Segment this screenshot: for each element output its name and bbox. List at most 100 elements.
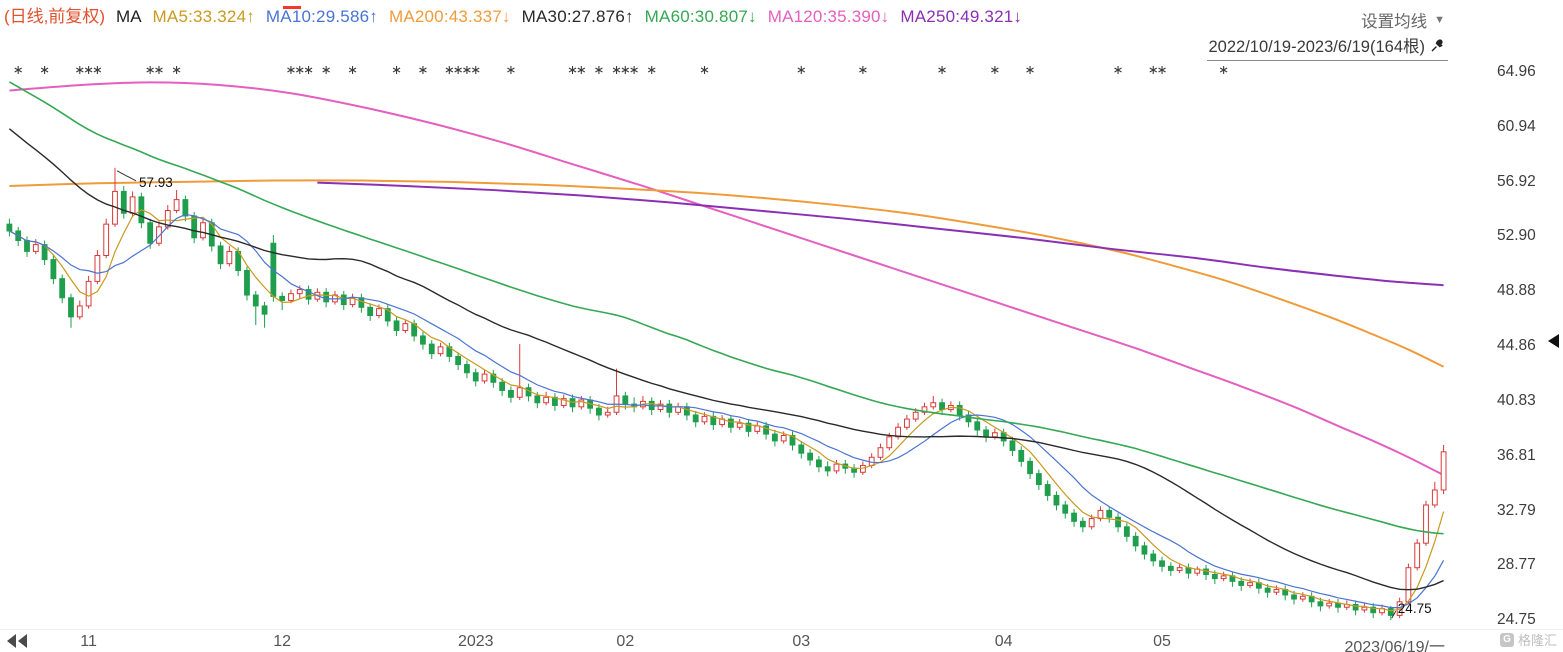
candle-body: [191, 215, 198, 239]
candle-body: [464, 364, 470, 374]
watermark: G 格隆汇: [1499, 630, 1557, 649]
ma-readout: MA250:49.321↓: [900, 7, 1023, 26]
candle-body: [1273, 589, 1280, 593]
candle-body: [1370, 606, 1377, 614]
event-marker-icon: [155, 66, 163, 74]
event-marker-icon: [14, 66, 22, 74]
candle-body: [763, 425, 769, 435]
date-range-button[interactable]: 2022/10/19-2023/6/19(164根): [1206, 33, 1448, 61]
candle-body: [877, 447, 884, 458]
candle-body: [657, 403, 664, 411]
candle-body: [1264, 587, 1271, 593]
candle-body: [1106, 509, 1113, 518]
scale-handle-icon[interactable]: [1548, 334, 1559, 348]
event-marker-icon: [304, 66, 313, 74]
candle-body: [288, 293, 294, 301]
candle-body: [1132, 535, 1139, 547]
candle-body: [1167, 565, 1174, 571]
price-axis-label: 44.86: [1497, 337, 1536, 355]
event-marker-icon: [146, 66, 154, 74]
candle-body: [1247, 582, 1253, 586]
candle-body: [1211, 574, 1218, 580]
candle-body: [508, 389, 514, 398]
candle-body: [666, 403, 673, 413]
candle-body: [296, 289, 303, 295]
candle-body: [41, 244, 48, 261]
candle-body: [560, 398, 567, 406]
ma-line-ma120: [9, 81, 1445, 477]
annotation-leader: [1391, 610, 1397, 619]
candle-body: [261, 305, 268, 315]
pushpin-icon: [1431, 39, 1443, 52]
ma-line-ma60: [9, 81, 1444, 535]
event-marker-icon: [621, 66, 630, 74]
annotation-label: 24.75: [1398, 601, 1432, 616]
candle-body: [604, 411, 611, 416]
candle-body: [120, 190, 127, 214]
candle-body: [103, 223, 110, 257]
candle-body: [393, 320, 400, 331]
candle-body: [1071, 512, 1077, 522]
candle-body: [1044, 484, 1051, 496]
candle-body: [217, 245, 224, 265]
candle-body: [543, 396, 550, 404]
skip-to-start-button[interactable]: [5, 633, 29, 649]
event-marker-icon: [797, 66, 806, 74]
event-marker-icon: [40, 66, 49, 74]
candle-body: [244, 269, 250, 296]
time-axis-label: 03: [792, 633, 811, 650]
event-marker-icon: [322, 66, 330, 74]
price-axis-label: 40.83: [1497, 391, 1536, 409]
candle-body: [455, 355, 462, 366]
chevron-down-icon: ▼: [1434, 14, 1445, 26]
candle-body: [939, 402, 945, 411]
candle-body: [358, 297, 365, 308]
red-marker: [283, 6, 301, 9]
ma-readout: MA30:27.876↑: [521, 7, 634, 26]
event-marker-icon: [1026, 66, 1034, 74]
candle-body: [1176, 567, 1183, 571]
event-marker-icon: [577, 66, 586, 74]
candle-body: [912, 411, 919, 420]
candle-body: [1079, 520, 1086, 528]
event-marker-icon: [1158, 66, 1166, 74]
candle-body: [182, 199, 189, 217]
candle-body: [983, 429, 989, 438]
event-marker-icon: [471, 66, 480, 74]
event-marker-icon: [1114, 66, 1122, 74]
candle-body: [956, 404, 963, 416]
time-axis-label: 11: [80, 633, 97, 650]
candle-body: [798, 444, 805, 454]
price-axis-label: 48.88: [1497, 282, 1536, 300]
candle-body: [1027, 460, 1033, 475]
candle-body: [252, 294, 259, 307]
candle-body: [428, 343, 435, 355]
candle-body: [903, 418, 910, 428]
candle-body: [59, 278, 66, 299]
candle-body: [1352, 604, 1359, 611]
candle-body: [323, 291, 330, 303]
candle-body: [701, 415, 708, 423]
price-axis-label: 24.75: [1497, 611, 1536, 629]
candle-body: [305, 289, 312, 300]
header-bar: (日线,前复权) MA MA5:33.324↑ MA10:29.586↑ MA200…: [4, 5, 1022, 29]
event-marker-icon: [630, 66, 638, 74]
ma-readout: MA200:43.337↓: [388, 7, 511, 26]
event-marker-icon: [463, 66, 471, 74]
candle-body: [886, 436, 893, 449]
candle-body: [376, 308, 382, 316]
time-axis-label: 05: [1153, 633, 1171, 650]
candle-body: [384, 308, 391, 322]
candle-body: [1150, 553, 1157, 562]
event-marker-icon: [287, 66, 295, 74]
ma-settings-button[interactable]: 设置均线 ▼: [1361, 8, 1445, 32]
candle-body: [1115, 516, 1121, 528]
candle-body: [1009, 440, 1016, 451]
ma-line-ma5: [9, 209, 1445, 612]
candle-body: [991, 432, 998, 438]
time-axis-label: 2023: [457, 633, 494, 650]
ma-readout: MA10:29.586↑: [265, 7, 378, 26]
candle-body: [1326, 602, 1333, 607]
